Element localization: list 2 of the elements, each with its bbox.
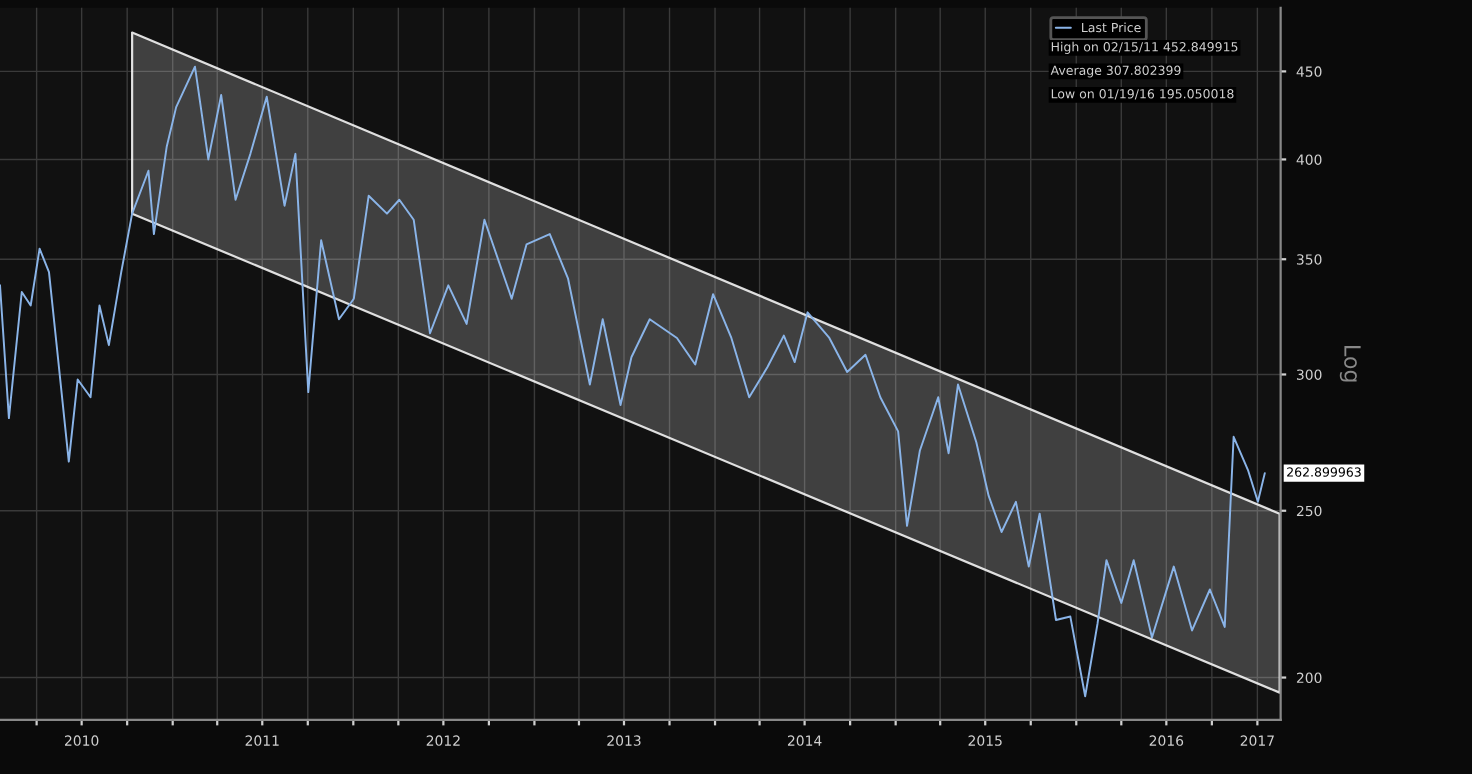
y-axis-title: Log — [1339, 346, 1361, 382]
line-series — [0, 65, 1266, 698]
